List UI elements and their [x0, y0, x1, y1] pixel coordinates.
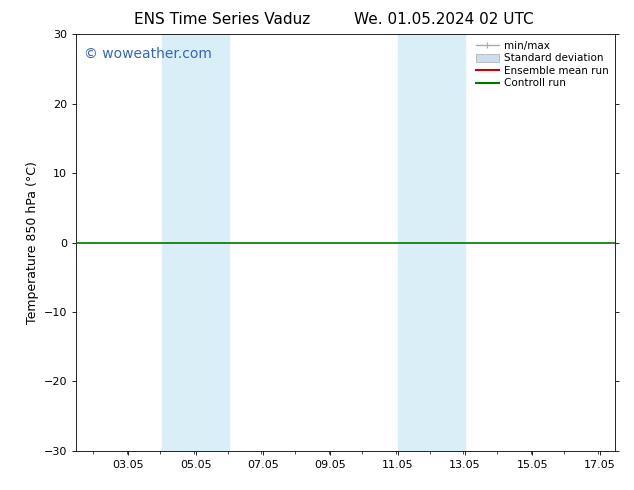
- Text: ENS Time Series Vaduz: ENS Time Series Vaduz: [134, 12, 310, 27]
- Bar: [162, 34, 230, 451]
- Legend: min/max, Standard deviation, Ensemble mean run, Controll run: min/max, Standard deviation, Ensemble me…: [473, 37, 612, 92]
- Text: © woweather.com: © woweather.com: [84, 47, 212, 61]
- Bar: [398, 34, 465, 451]
- Y-axis label: Temperature 850 hPa (°C): Temperature 850 hPa (°C): [27, 161, 39, 324]
- Text: We. 01.05.2024 02 UTC: We. 01.05.2024 02 UTC: [354, 12, 534, 27]
